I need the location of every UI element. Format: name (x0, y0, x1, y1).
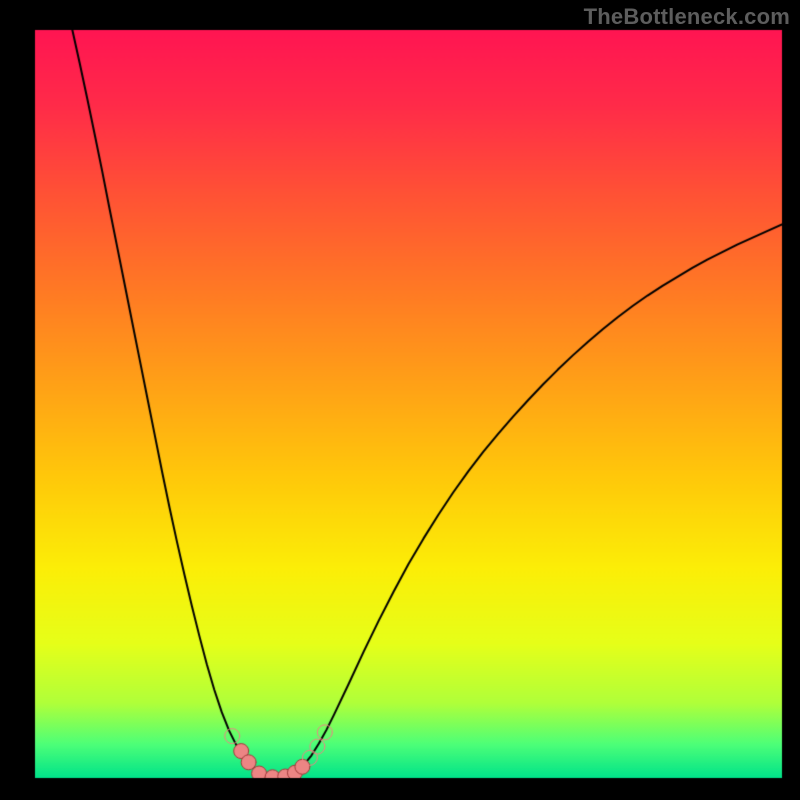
chart-stage: TheBottleneck.com (0, 0, 800, 800)
bottleneck-curve-chart (0, 0, 800, 800)
watermark-label: TheBottleneck.com (584, 4, 790, 30)
